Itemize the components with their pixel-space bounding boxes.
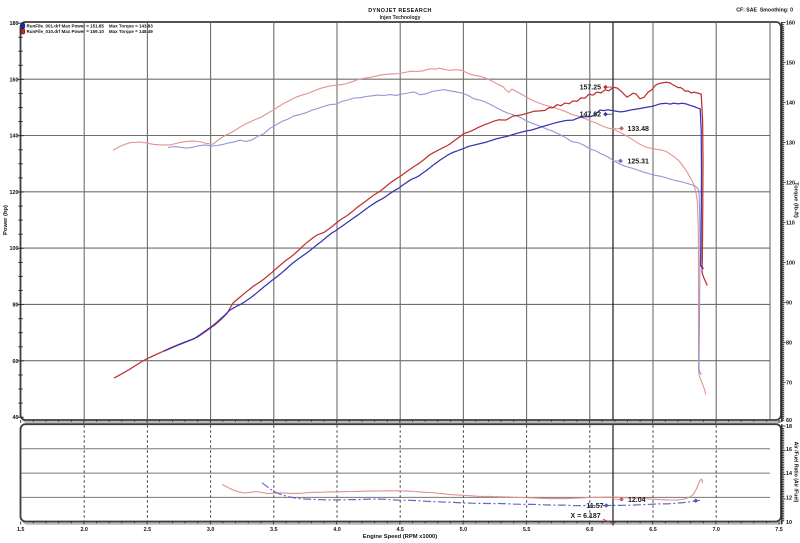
- svg-text:12: 12: [786, 496, 792, 502]
- svg-text:60: 60: [13, 359, 19, 365]
- svg-text:125.31: 125.31: [628, 158, 650, 165]
- svg-text:70: 70: [786, 381, 792, 387]
- svg-text:Engine Speed (RPM x1000): Engine Speed (RPM x1000): [363, 534, 437, 540]
- svg-text:130: 130: [786, 141, 795, 147]
- svg-text:X = 6.187: X = 6.187: [571, 513, 601, 520]
- svg-text:100: 100: [786, 261, 795, 267]
- svg-text:180: 180: [10, 21, 19, 27]
- svg-text:DYNOJET RESEARCH: DYNOJET RESEARCH: [368, 8, 432, 14]
- svg-text:160: 160: [786, 21, 795, 27]
- svg-text:147.62: 147.62: [580, 112, 602, 119]
- svg-text:2.5: 2.5: [144, 527, 152, 533]
- svg-text:Air /Fuel Ratio (Air /Fuel): Air /Fuel Ratio (Air /Fuel): [793, 442, 799, 503]
- svg-text:7.0: 7.0: [712, 527, 720, 533]
- svg-text:6.0: 6.0: [586, 527, 594, 533]
- svg-text:4.5: 4.5: [396, 527, 404, 533]
- svg-text:157.25: 157.25: [580, 85, 602, 92]
- svg-text:2.0: 2.0: [80, 527, 88, 533]
- svg-text:133.48: 133.48: [628, 126, 650, 133]
- svg-text:120: 120: [786, 181, 795, 187]
- svg-text:110: 110: [786, 221, 795, 227]
- svg-text:3.0: 3.0: [207, 527, 215, 533]
- svg-text:80: 80: [13, 303, 19, 309]
- svg-text:7.5: 7.5: [775, 527, 783, 533]
- svg-text:6.5: 6.5: [649, 527, 657, 533]
- svg-text:80: 80: [786, 341, 792, 347]
- svg-text:140: 140: [786, 101, 795, 107]
- svg-text:16: 16: [786, 447, 792, 453]
- svg-text:100: 100: [10, 246, 19, 252]
- svg-text:150: 150: [786, 61, 795, 67]
- svg-text:60: 60: [786, 418, 792, 424]
- svg-text:11.57: 11.57: [586, 503, 603, 510]
- svg-text:120: 120: [10, 190, 19, 196]
- svg-text:4.0: 4.0: [333, 527, 341, 533]
- svg-text:18: 18: [786, 424, 792, 430]
- svg-text:RunFile_010.drf Max Power = 15: RunFile_010.drf Max Power = 159.10 Max T…: [27, 29, 154, 34]
- svg-text:5.5: 5.5: [523, 527, 531, 533]
- svg-text:Injen Technology: Injen Technology: [380, 15, 421, 21]
- svg-text:5.0: 5.0: [460, 527, 468, 533]
- svg-text:3.5: 3.5: [270, 527, 278, 533]
- svg-text:90: 90: [786, 301, 792, 307]
- svg-text:1.5: 1.5: [17, 527, 25, 533]
- svg-text:14: 14: [786, 471, 792, 477]
- svg-text:10: 10: [786, 520, 792, 526]
- svg-text:Power (hp): Power (hp): [3, 205, 9, 235]
- svg-text:12.04: 12.04: [628, 497, 646, 504]
- svg-text:RunFile_001.drf Max Power = 15: RunFile_001.drf Max Power = 151.85 Max T…: [27, 23, 154, 28]
- svg-text:CF: SAE Smoothing: 0: CF: SAE Smoothing: 0: [736, 8, 793, 14]
- svg-text:40: 40: [13, 415, 19, 421]
- svg-text:160: 160: [10, 77, 19, 83]
- svg-text:140: 140: [10, 134, 19, 140]
- svg-text:Torque (lb-ft): Torque (lb-ft): [793, 182, 799, 218]
